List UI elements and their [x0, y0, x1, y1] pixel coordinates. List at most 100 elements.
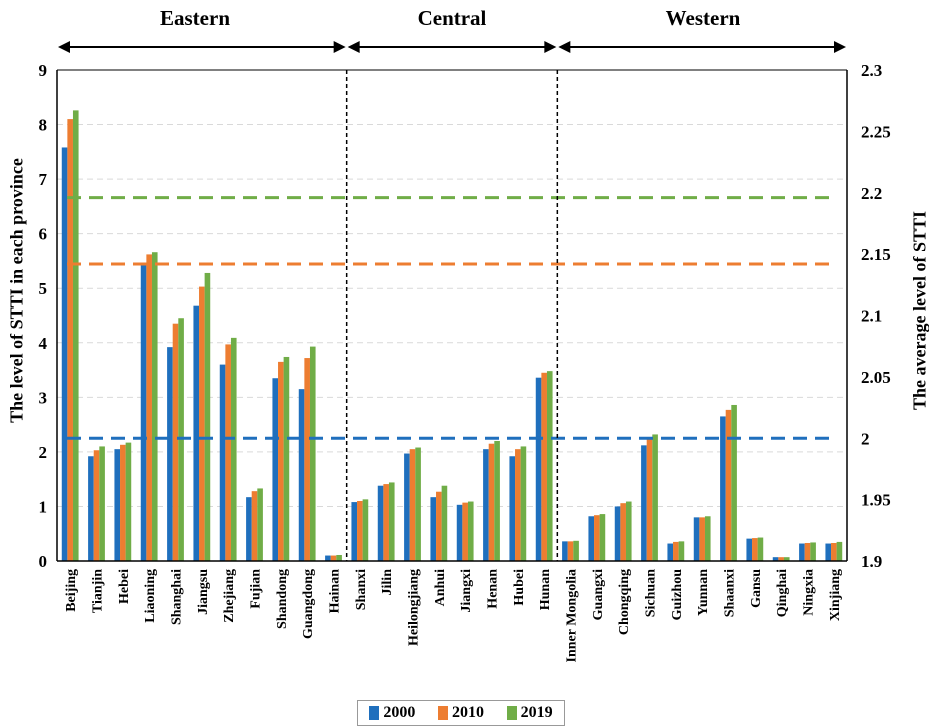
x-tick-label-4: Shanghai [170, 569, 185, 625]
right-tick-label-6: 2.2 [861, 184, 882, 203]
bar-2000-20 [588, 516, 595, 561]
bar-2000-26 [746, 538, 753, 561]
bar-2019-28 [810, 542, 816, 561]
legend-item-2010: 2010 [437, 704, 484, 722]
bar-2000-6 [219, 364, 226, 561]
bar-2019-19 [573, 540, 579, 561]
bar-2019-29 [836, 541, 843, 561]
bar-2019-7 [257, 488, 263, 561]
x-tick-label-10: Hainan [328, 569, 343, 614]
x-tick-label-25: Shaanxi [723, 569, 738, 617]
bar-2000-7 [246, 497, 252, 561]
right-tick-label-8: 2.3 [861, 61, 882, 80]
bar-2000-0 [61, 147, 68, 562]
legend-swatch-2010 [437, 706, 448, 720]
x-tick-label-12: Jilin [380, 569, 395, 596]
left-tick-label-1: 1 [39, 497, 48, 516]
bar-2010-1 [93, 450, 100, 561]
right-tick-label-1: 1.95 [861, 491, 891, 510]
x-tick-label-11: Shanxi [354, 569, 369, 610]
bar-2019-13 [415, 447, 421, 561]
bar-2010-12 [383, 484, 389, 561]
bar-2019-9 [309, 346, 316, 561]
left-tick-label-5: 5 [39, 279, 48, 298]
bar-2000-14 [430, 497, 437, 561]
bar-2010-24 [699, 517, 705, 561]
bar-2010-5 [199, 286, 205, 561]
bar-2000-13 [404, 453, 410, 561]
bar-2019-0 [72, 110, 79, 562]
bar-2010-7 [251, 491, 258, 561]
bar-2000-18 [535, 377, 542, 561]
region-dividers [345, 70, 559, 561]
x-tick-label-23: Guizhou [670, 569, 685, 621]
bar-2000-2 [114, 449, 121, 561]
bar-2019-22 [652, 434, 658, 561]
x-tick-label-9: Guangdong [301, 569, 316, 639]
bar-2019-2 [125, 442, 132, 561]
right-tick-label-0: 1.9 [861, 552, 882, 571]
bar-2010-4 [172, 323, 179, 561]
bar-2000-22 [641, 445, 647, 561]
bar-2000-15 [456, 504, 463, 561]
legend-label-2019: 2019 [520, 704, 553, 721]
left-tick-label-9: 9 [39, 61, 48, 80]
bar-2019-20 [599, 514, 606, 561]
bar-2010-17 [515, 449, 521, 561]
x-tick-label-5: Jiangsu [196, 569, 211, 615]
bar-2010-28 [804, 542, 811, 561]
bar-2019-10 [336, 554, 342, 561]
bar-2019-3 [151, 252, 158, 561]
legend-swatch-2019 [506, 706, 517, 720]
bar-2019-18 [546, 371, 553, 561]
bar-2010-23 [673, 541, 679, 561]
bar-2000-8 [272, 378, 279, 561]
x-tick-label-15: Jiangxi [459, 569, 474, 613]
region-arrowhead-right-2 [834, 41, 846, 53]
region-arrowhead-right-0 [333, 41, 346, 53]
bar-2019-11 [362, 499, 369, 561]
bar-2000-25 [720, 416, 726, 561]
x-tick-label-22: Sichuan [644, 569, 659, 617]
x-tick-label-21: Chongqing [617, 569, 632, 635]
bar-2010-26 [752, 538, 758, 561]
bar-2019-6 [230, 337, 237, 561]
x-tick-label-28: Ningxia [802, 569, 817, 616]
right-tick-label-4: 2.1 [861, 307, 882, 326]
bar-2010-0 [67, 119, 73, 561]
x-tick-label-27: Qinghai [775, 569, 790, 617]
right-tick-label-7: 2.25 [861, 122, 891, 141]
bar-2000-5 [193, 305, 200, 561]
x-tick-label-13: Heilongjiang [407, 569, 422, 646]
x-tick-labels: Beijing Tianjin Hebei Liaoning Shanghai Jiang… [64, 569, 843, 663]
bar-2000-9 [298, 389, 305, 561]
region-arrows [58, 41, 846, 53]
bar-2000-3 [140, 265, 147, 561]
x-tick-label-14: Anhui [433, 569, 448, 606]
left-tick-label-2: 2 [39, 443, 48, 462]
bar-2010-20 [594, 515, 600, 561]
bar-2019-15 [467, 501, 474, 561]
region-label-central: Central [417, 6, 487, 30]
bar-2000-12 [377, 485, 384, 561]
bar-2019-25 [731, 404, 737, 561]
left-tick-label-4: 4 [39, 334, 48, 353]
bar-2010-21 [620, 503, 626, 561]
legend-label-2000: 2000 [383, 704, 416, 721]
bar-2019-23 [678, 541, 685, 561]
legend-label-2010: 2010 [451, 704, 484, 721]
x-tick-label-16: Henan [486, 569, 501, 609]
bar-2010-10 [330, 555, 337, 561]
bar-2010-2 [120, 444, 126, 561]
region-label-western: Western [665, 6, 741, 30]
x-tick-label-18: Hunan [538, 569, 553, 610]
legend-item-2000: 2000 [369, 704, 415, 722]
x-tick-label-20: Guangxi [591, 569, 606, 620]
x-tick-label-26: Gansu [749, 569, 764, 608]
bar-2019-16 [494, 440, 500, 561]
bars-layer [61, 110, 843, 562]
legend-item-2019: 2019 [506, 704, 553, 722]
bar-2010-18 [541, 372, 547, 561]
bar-2000-23 [667, 543, 674, 561]
